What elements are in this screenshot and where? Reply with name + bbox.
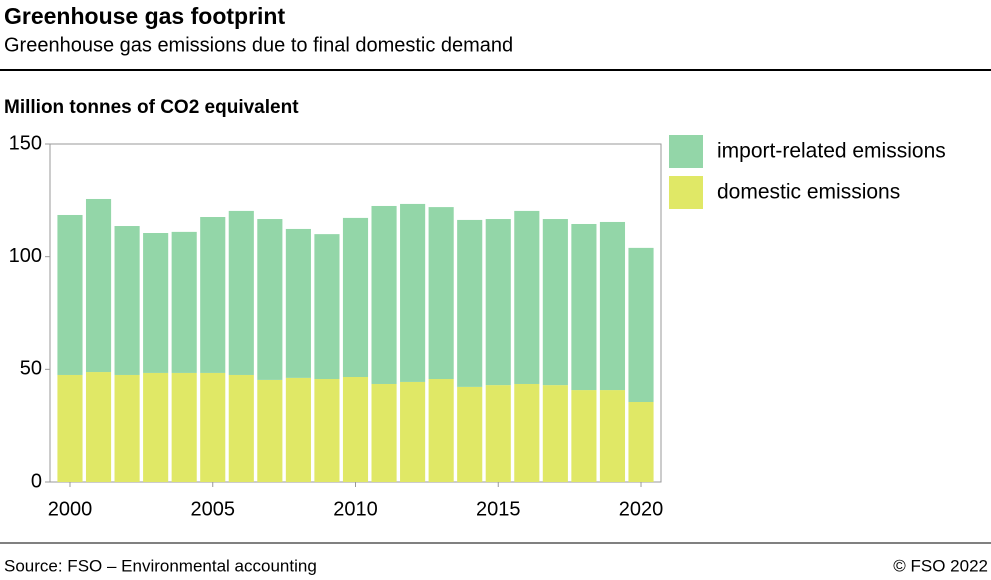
bar-segment xyxy=(57,214,83,375)
bar-segment xyxy=(485,219,511,386)
x-tick-label: 2020 xyxy=(619,498,664,520)
bar-segment xyxy=(628,402,654,482)
bar-segment xyxy=(428,207,454,380)
bar-segment xyxy=(171,372,197,482)
legend-swatch xyxy=(669,176,703,209)
copyright: © FSO 2022 xyxy=(893,556,988,575)
x-tick-label: 2015 xyxy=(476,498,521,520)
bar-segment xyxy=(314,379,340,482)
bar-segment xyxy=(114,374,140,482)
bar-segment xyxy=(514,383,540,482)
bar-segment xyxy=(428,379,454,482)
bar-segment xyxy=(457,386,483,482)
bar-segment xyxy=(542,219,568,386)
chart-subtitle: Greenhouse gas emissions due to final do… xyxy=(4,34,513,56)
bar-segment xyxy=(85,372,112,482)
bar-segment xyxy=(457,219,483,387)
legend-label: domestic emissions xyxy=(717,181,900,204)
bar-segment xyxy=(485,385,511,482)
bar-segment xyxy=(257,219,283,380)
bar-segment xyxy=(400,381,426,482)
bar-segment xyxy=(285,377,311,482)
bar-segment xyxy=(371,383,397,482)
legend-label: import-related emissions xyxy=(717,140,946,163)
y-tick-label: 50 xyxy=(20,358,42,380)
y-tick-label: 100 xyxy=(9,245,42,267)
legend-swatch xyxy=(669,135,703,168)
bar-segment xyxy=(143,372,169,482)
y-tick-label: 150 xyxy=(9,132,42,154)
y-tick-label: 0 xyxy=(31,470,42,492)
bar-segment xyxy=(171,231,197,373)
bar-segment xyxy=(85,198,112,373)
bar-segment xyxy=(228,210,254,375)
bar-segment xyxy=(200,372,226,482)
bar-segment xyxy=(200,217,226,373)
bar-segment xyxy=(599,221,626,391)
bar-segment xyxy=(143,233,169,373)
bar-segment xyxy=(57,374,83,482)
bar-segment xyxy=(371,205,397,384)
x-tick-label: 2010 xyxy=(333,498,378,520)
bar-segment xyxy=(257,379,283,482)
bar-segment xyxy=(542,385,568,482)
source: Source: FSO – Environmental accounting xyxy=(4,556,317,575)
y-axis-label: Million tonnes of CO2 equivalent xyxy=(4,97,299,118)
bar-segment xyxy=(514,210,540,384)
bar-segment xyxy=(314,234,340,380)
bar-segment xyxy=(571,223,597,391)
x-tick-label: 2000 xyxy=(48,498,93,520)
bar-segment xyxy=(599,390,626,482)
bar-segment xyxy=(285,228,311,378)
bar-segment xyxy=(400,203,426,382)
bar-segment xyxy=(342,217,369,377)
chart-title: Greenhouse gas footprint xyxy=(4,3,285,29)
bar-segment xyxy=(228,374,254,482)
bar-segment xyxy=(571,390,597,482)
bar-segment xyxy=(114,226,140,375)
bar-segment xyxy=(628,247,654,403)
bar-segment xyxy=(342,376,369,482)
x-tick-label: 2005 xyxy=(190,498,235,520)
